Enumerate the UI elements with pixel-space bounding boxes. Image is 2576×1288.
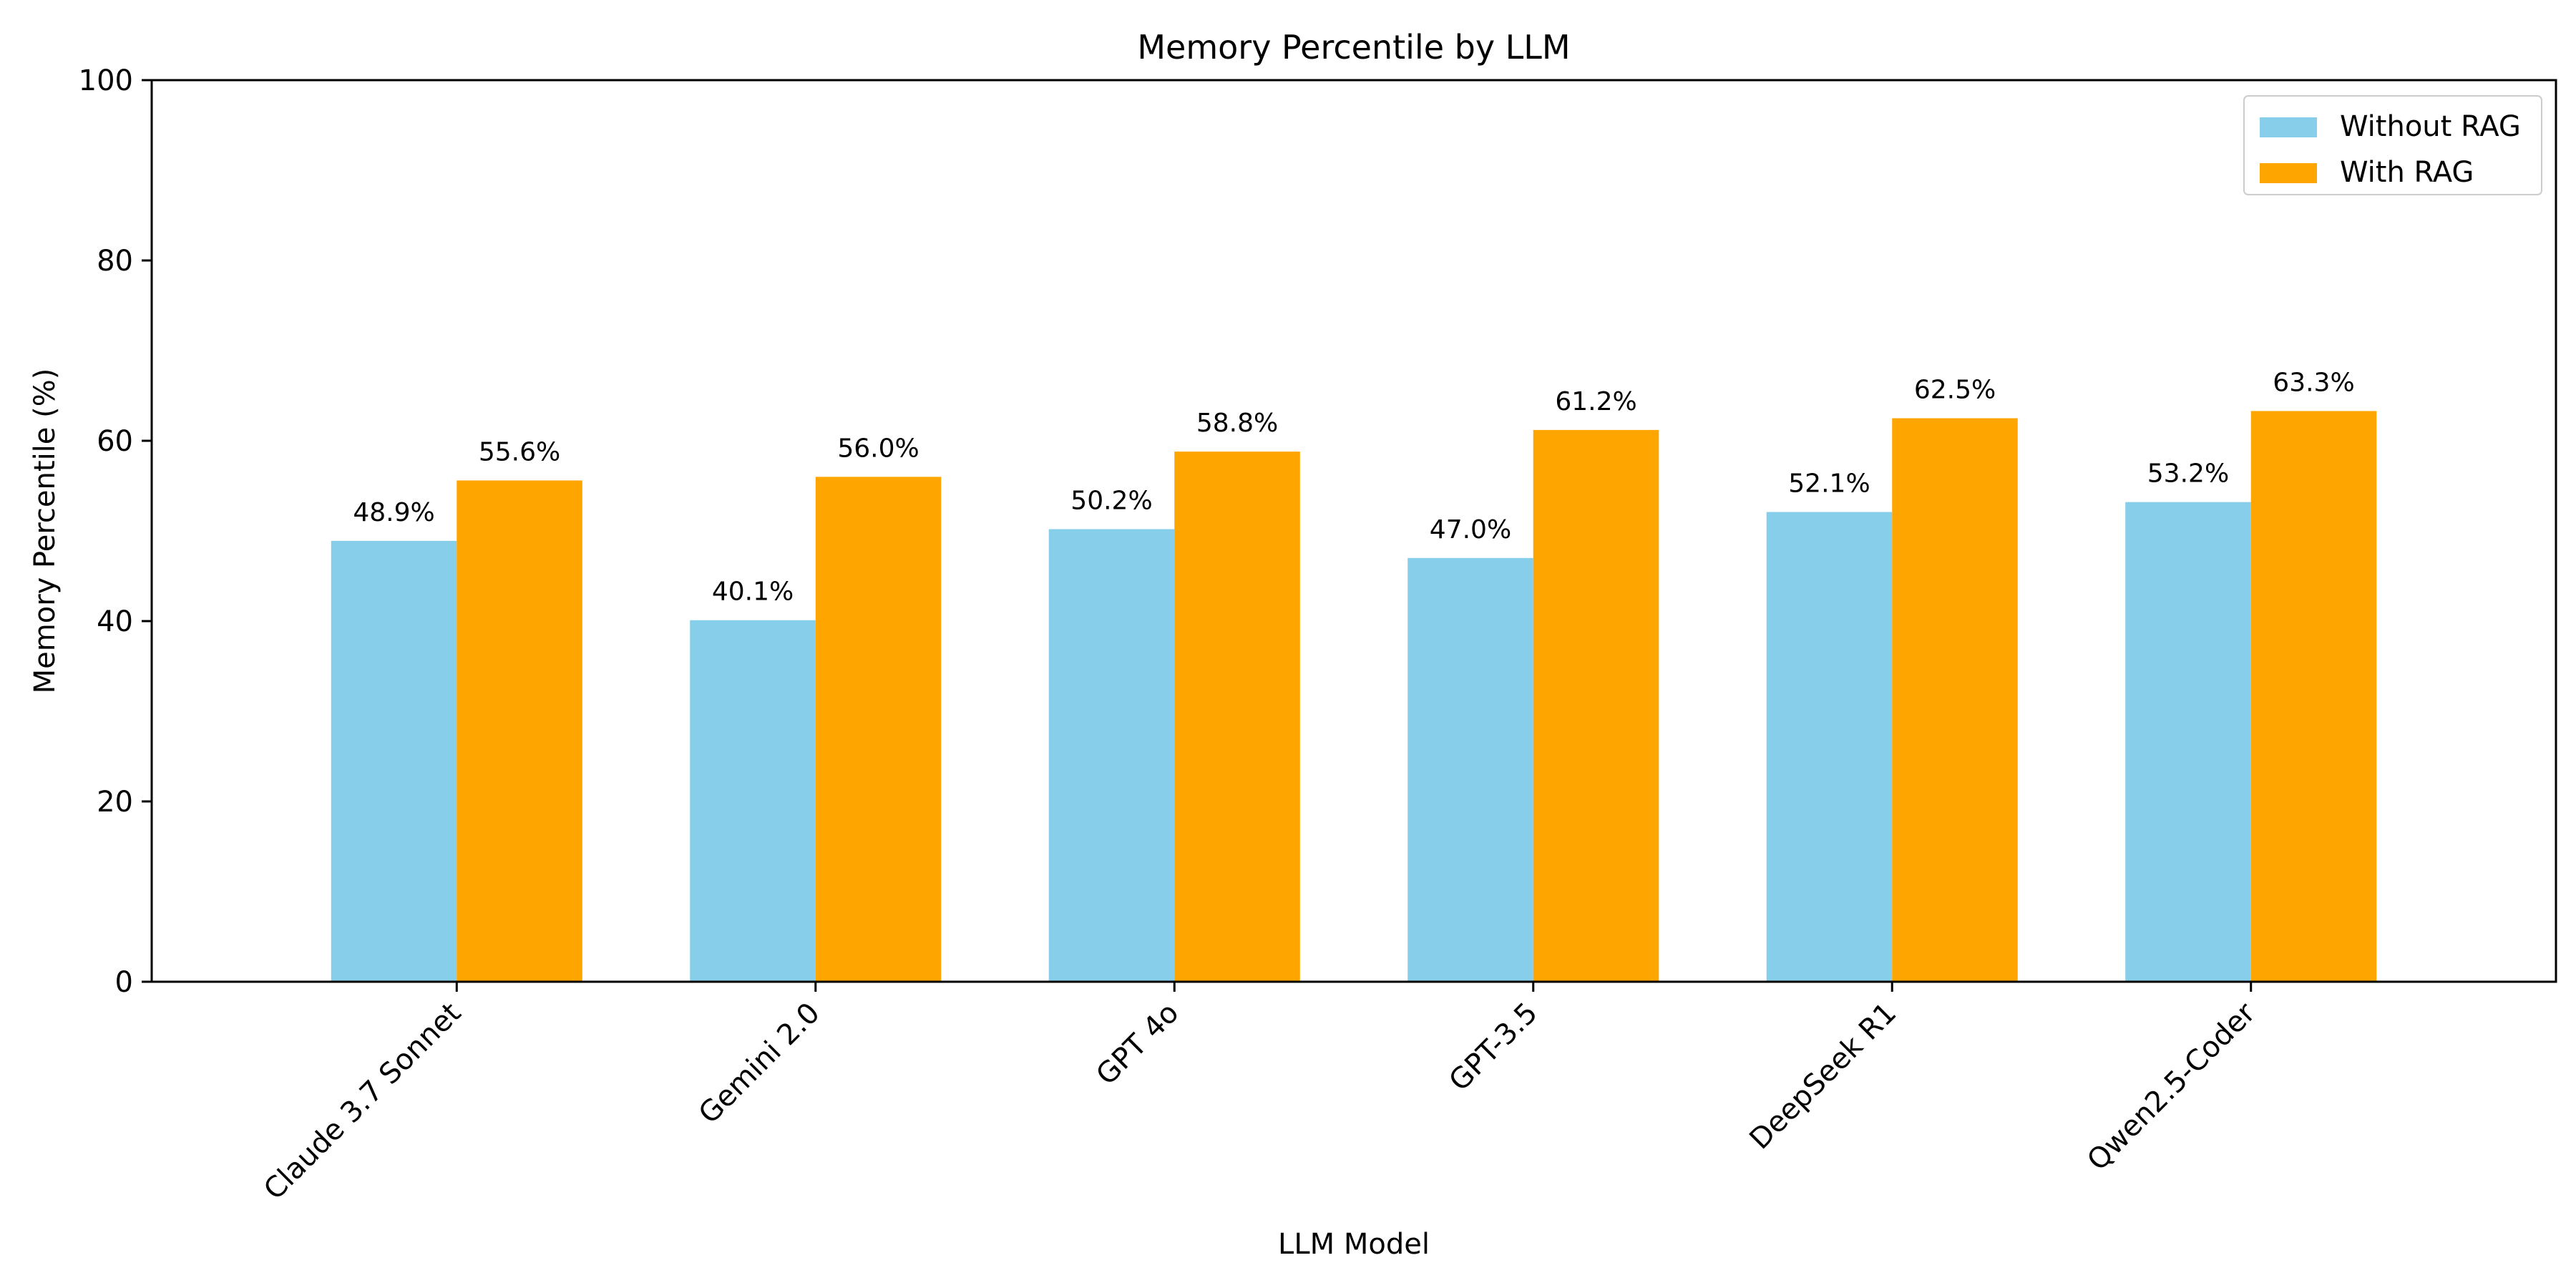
bar-with-rag (815, 477, 942, 982)
bar-value-label: 53.2% (2147, 459, 2229, 489)
bar-value-label: 47.0% (1430, 515, 1511, 545)
legend: Without RAG With RAG (2243, 95, 2542, 195)
x-axis: Claude 3.7 Sonnet Gemini 2.0 GPT 4o GPT-3.5… (258, 982, 2262, 1206)
y-tick-label: 0 (115, 966, 133, 999)
x-tick-label: Qwen2.5-Coder (2081, 996, 2262, 1177)
y-tick-label: 40 (97, 605, 133, 638)
y-axis-label: Memory Percentile (%) (29, 369, 62, 694)
legend-box (2243, 95, 2542, 195)
bar-without-rag (331, 540, 457, 982)
bar-without-rag (690, 620, 816, 982)
y-tick-label: 100 (79, 64, 133, 97)
y-axis: 0 20 40 60 80 100 (79, 64, 152, 999)
bar-value-label: 55.6% (479, 437, 560, 467)
x-tick-label: DeepSeek R1 (1743, 997, 1903, 1156)
bar-with-rag (1174, 452, 1300, 982)
y-tick-label: 60 (97, 425, 133, 458)
legend-swatch (2260, 117, 2317, 137)
bar-with-rag (1533, 429, 1659, 982)
bars-layer (331, 411, 2377, 982)
legend-label: With RAG (2340, 156, 2474, 189)
bar-value-label: 48.9% (353, 498, 434, 527)
y-tick-label: 80 (97, 245, 133, 278)
bar-with-rag (2250, 411, 2377, 982)
bar-value-label: 40.1% (712, 577, 794, 607)
plot-frame (150, 79, 2557, 983)
legend-label: Without RAG (2340, 110, 2521, 143)
bar-value-label: 61.2% (1555, 387, 1636, 416)
bar-without-rag (2125, 502, 2251, 982)
y-tick-label: 20 (97, 786, 133, 819)
bar-value-label: 58.8% (1196, 409, 1278, 438)
x-axis-label: LLM Model (1278, 1228, 1430, 1261)
bar-labels-layer: 48.9% 40.1% 50.2% 47.0% 52.1% 53.2% 55.6% 56.0%… (353, 368, 2354, 606)
bar-without-rag (1766, 512, 1893, 982)
legend-swatch (2260, 163, 2317, 183)
bar-without-rag (1407, 557, 1533, 982)
chart-title: Memory Percentile by LLM (1137, 28, 1570, 67)
x-tick-label: Gemini 2.0 (693, 997, 826, 1131)
bar-value-label: 63.3% (2273, 368, 2354, 397)
bar-with-rag (1892, 418, 2018, 982)
bar-value-label: 50.2% (1070, 486, 1152, 515)
bar-value-label: 56.0% (837, 434, 919, 463)
x-tick-label: Claude 3.7 Sonnet (258, 997, 467, 1206)
bar-value-label: 52.1% (1788, 469, 1870, 499)
bar-without-rag (1048, 529, 1175, 982)
bar-value-label: 62.5% (1914, 376, 1996, 405)
x-tick-label: GPT-3.5 (1443, 997, 1543, 1098)
x-tick-label: GPT 4o (1090, 997, 1185, 1092)
bar-with-rag (457, 480, 582, 982)
